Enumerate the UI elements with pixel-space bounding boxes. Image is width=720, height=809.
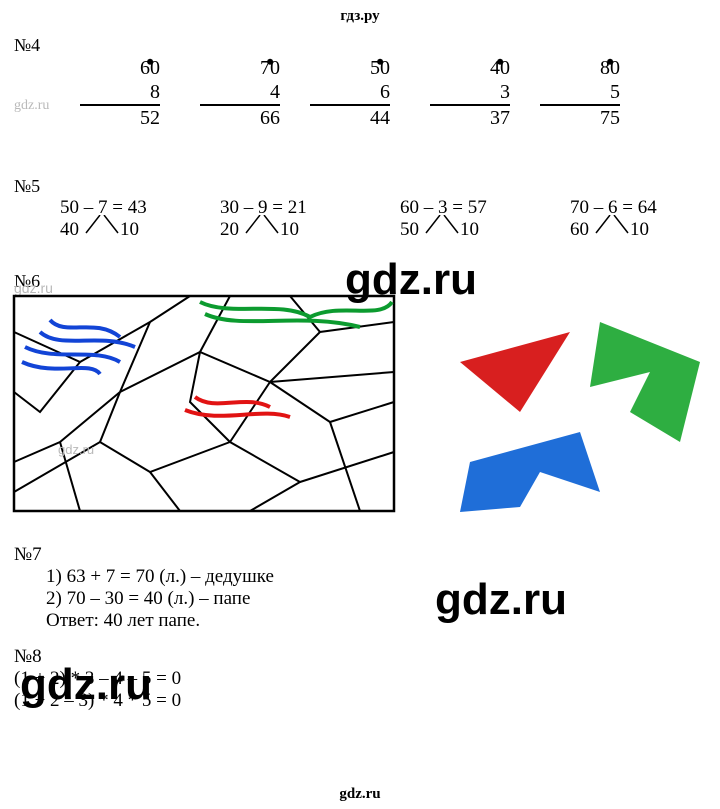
page-header: гдз.ру: [0, 0, 720, 25]
puzzle-diagram: gdz.ru: [0, 292, 720, 522]
section8-label: №8: [14, 646, 720, 668]
section4: gdz.ru • 60 8 52 • 70 4 66 • 50 6 44 • 4…: [0, 56, 720, 166]
subtrahend: 8: [80, 80, 160, 106]
vertical-problem: • 40 3 37: [430, 56, 510, 130]
vertical-problem: • 50 6 44: [310, 56, 390, 130]
split-lines-icon: [590, 215, 634, 237]
section6: gdz.ru: [0, 292, 720, 522]
split-right: 10: [630, 219, 649, 241]
equation: 30 – 9 = 21 20 10: [220, 197, 307, 241]
split-left: 50: [400, 219, 419, 241]
split-left: 40: [60, 219, 79, 241]
dot-icon: •: [496, 50, 504, 74]
section7-label: №7: [14, 544, 720, 566]
section7-line2: 2) 70 – 30 = 40 (л.) – папе: [14, 588, 720, 610]
section7: №7 1) 63 + 7 = 70 (л.) – дедушке 2) 70 –…: [0, 522, 720, 632]
section8-line1: (1 + 2) * 3 – 4 – 5 = 0: [14, 668, 720, 690]
split-left: 60: [570, 219, 589, 241]
equation: 60 – 3 = 57 50 10: [400, 197, 487, 241]
subtrahend: 3: [430, 80, 510, 106]
section8-line2: (1 + 2 – 3) * 4 * 5 = 0: [14, 690, 720, 712]
dot-icon: •: [266, 50, 274, 74]
vertical-problem: • 70 4 66: [200, 56, 280, 130]
equation: 50 – 7 = 43 40 10: [60, 197, 147, 241]
result: 37: [430, 106, 510, 130]
dot-icon: •: [146, 50, 154, 74]
vertical-problem: • 80 5 75: [540, 56, 620, 130]
split-right: 10: [460, 219, 479, 241]
subtrahend: 4: [200, 80, 280, 106]
split-left: 20: [220, 219, 239, 241]
result: 75: [540, 106, 620, 130]
vertical-problem: • 60 8 52: [80, 56, 160, 130]
result: 44: [310, 106, 390, 130]
split-lines-icon: [80, 215, 124, 237]
split-right: 10: [120, 219, 139, 241]
equation: 70 – 6 = 64 60 10: [570, 197, 657, 241]
section5-label: №5: [0, 166, 720, 197]
section8: №8 (1 + 2) * 3 – 4 – 5 = 0 (1 + 2 – 3) *…: [0, 632, 720, 712]
result: 66: [200, 106, 280, 130]
split: 40 10: [60, 219, 147, 241]
section7-line1: 1) 63 + 7 = 70 (л.) – дедушке: [14, 566, 720, 588]
split-lines-icon: [420, 215, 464, 237]
section5: 50 – 7 = 43 40 10 30 – 9 = 21 20 10 60 –…: [0, 197, 720, 267]
blue-shape: [460, 432, 600, 512]
split: 20 10: [220, 219, 307, 241]
subtrahend: 5: [540, 80, 620, 106]
watermark-in-puzzle: gdz.ru: [58, 442, 94, 457]
split-right: 10: [280, 219, 299, 241]
split: 50 10: [400, 219, 487, 241]
green-shape: [590, 322, 700, 442]
red-shape: [460, 332, 570, 412]
watermark-s4: gdz.ru: [14, 98, 49, 114]
subtrahend: 6: [310, 80, 390, 106]
dot-icon: •: [376, 50, 384, 74]
footer-watermark: gdz.ru: [0, 786, 720, 803]
section6-label: №6: [0, 267, 720, 292]
split: 60 10: [570, 219, 657, 241]
split-lines-icon: [240, 215, 284, 237]
result: 52: [80, 106, 160, 130]
dot-icon: •: [606, 50, 614, 74]
section7-answer: Ответ: 40 лет папе.: [14, 610, 720, 632]
